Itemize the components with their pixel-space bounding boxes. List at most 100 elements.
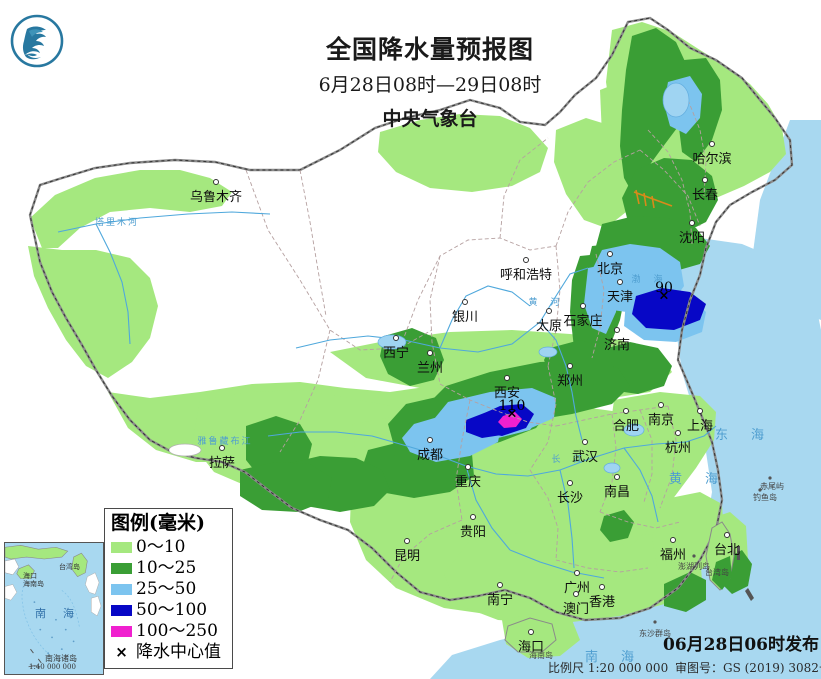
city-label-北京: 北京 (596, 262, 624, 277)
page-title: 全国降水量预报图 (325, 35, 534, 64)
issuing-agency: 中央气象台 (382, 108, 478, 130)
city-label-济南: 济南 (603, 338, 631, 353)
legend-row: 100～250 (111, 621, 227, 642)
city-label-天津: 天津 (606, 290, 634, 305)
island-label-海南岛: 海南岛 (529, 651, 553, 660)
city-dot (567, 480, 573, 486)
city-label-武汉: 武汉 (571, 450, 599, 465)
legend-swatch (111, 541, 132, 553)
city-label-贵阳: 贵阳 (459, 525, 487, 540)
city-label-长沙: 长沙 (556, 491, 584, 506)
city-dot (574, 570, 580, 576)
legend-label: 10～25 (136, 557, 197, 578)
legend-row-center-value: × 降水中心值 (111, 642, 227, 663)
city-label-南昌: 南昌 (603, 485, 631, 500)
city-label-郑州: 郑州 (556, 374, 584, 389)
city-dot (709, 141, 715, 147)
inset-scale-label: 1:40 000 000 (29, 663, 76, 671)
precip-center-value: 110 (498, 398, 526, 414)
island-label-台湾岛: 台湾岛 (705, 568, 729, 577)
inset-map-graphic (5, 543, 103, 674)
city-dot (504, 375, 510, 381)
lakes (168, 82, 690, 474)
city-label-南宁: 南宁 (486, 593, 514, 608)
legend-label: 25～50 (136, 578, 197, 599)
sea-label-黄 海: 黄 海 (668, 472, 724, 487)
city-label-兰州: 兰州 (416, 361, 444, 376)
city-dot (702, 177, 708, 183)
city-label-沈阳: 沈阳 (678, 231, 706, 246)
legend-items: 0～10 10～25 25～50 50～100 100～250 (111, 537, 227, 642)
cma-dragon-logo (10, 14, 64, 68)
legend-label-center-value: 降水中心值 (136, 641, 221, 662)
national-border-dashed (29, 17, 793, 621)
city-dot (582, 439, 588, 445)
legend-row: 10～25 (111, 558, 227, 579)
city-label-石家庄: 石家庄 (563, 314, 603, 329)
title-block: 全国降水量预报图 6月28日08时—29日08时 中央气象台 (300, 36, 560, 131)
legend-swatch (111, 604, 132, 616)
islets (653, 476, 772, 624)
release-time: 06月28日06时发布 (663, 635, 819, 655)
precip-center-icon: × (115, 642, 128, 661)
island-label-东沙群岛: 东沙群岛 (639, 629, 671, 638)
city-label-昆明: 昆明 (393, 549, 421, 564)
city-label-哈尔滨: 哈尔滨 (692, 152, 732, 167)
inset-hainan-label: 海南岛 (23, 580, 44, 588)
city-dot (470, 514, 476, 520)
city-label-银川: 银川 (451, 310, 479, 325)
city-label-合肥: 合肥 (612, 419, 640, 434)
city-label-广州: 广州 (563, 581, 591, 596)
city-label-太原: 太原 (535, 319, 563, 334)
city-dot (658, 402, 664, 408)
legend-row: 0～10 (111, 537, 227, 558)
legend-swatch (111, 625, 132, 637)
geo-label-塔里木河: 塔里木河 (94, 218, 140, 228)
geo-label-长 江: 长 江 (551, 455, 585, 465)
city-label-西安: 西安 (493, 386, 521, 401)
city-dot (614, 474, 620, 480)
city-label-南京: 南京 (647, 413, 675, 428)
forecast-period: 6月28日08时—29日08时 (318, 74, 542, 96)
precip-center-marker: × (506, 406, 518, 422)
city-label-澳门: 澳门 (562, 602, 590, 617)
city-dot (580, 303, 586, 309)
rivers (57, 211, 717, 579)
city-dot (670, 537, 676, 543)
city-dot (427, 437, 433, 443)
legend-row: 25～50 (111, 579, 227, 600)
city-dot (528, 629, 534, 635)
inset-islands-label: 南海诸岛 (45, 654, 77, 663)
city-label-成都: 成都 (416, 448, 444, 463)
city-dot (213, 179, 219, 185)
legend-swatch (111, 583, 132, 595)
city-label-福州: 福州 (659, 548, 687, 563)
city-label-乌鲁木齐: 乌鲁木齐 (189, 190, 243, 205)
legend-box: 图例(毫米) 0～10 10～25 25～50 50～100 100～250 × 降水中… (104, 508, 233, 669)
island-label-钓鱼岛: 钓鱼岛 (753, 493, 777, 502)
city-dot (573, 591, 579, 597)
city-dot (567, 363, 573, 369)
south-china-sea-inset: 南 海 台湾岛 海口 海南岛 南海诸岛 1:40 000 000 (4, 542, 104, 675)
taiwan-island (705, 521, 735, 591)
city-dot (689, 220, 695, 226)
city-dot (523, 257, 529, 263)
city-dot (393, 335, 399, 341)
city-label-海口: 海口 (517, 640, 545, 655)
legend-label: 100～250 (136, 620, 218, 641)
hainan-island (504, 617, 557, 653)
city-dot (465, 464, 471, 470)
city-dot (724, 532, 730, 538)
city-dot (607, 251, 613, 257)
city-label-呼和浩特: 呼和浩特 (499, 268, 553, 283)
city-label-香港: 香港 (588, 595, 616, 610)
legend-title: 图例(毫米) (111, 512, 205, 534)
city-label-重庆: 重庆 (454, 475, 482, 490)
city-dot (599, 584, 605, 590)
map-scale: 比例尺 1:20 000 000 (548, 661, 669, 675)
city-dot (614, 327, 620, 333)
precip-center-value: 90 (655, 280, 673, 296)
legend-swatch (111, 562, 132, 574)
